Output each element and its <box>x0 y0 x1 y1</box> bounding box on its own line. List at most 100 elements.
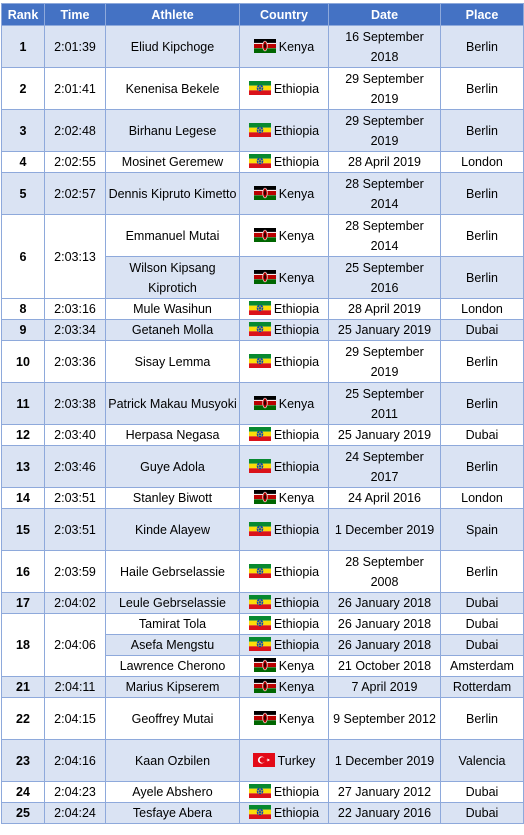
athlete-cell: Kinde Alayew <box>105 508 240 551</box>
header-date: Date <box>328 3 441 26</box>
place-cell: Valencia <box>440 739 524 782</box>
date-cell: 16 September 2018 <box>328 25 441 68</box>
country-cell: Kenya <box>239 382 329 425</box>
athlete-cell: Tamirat Tola <box>105 613 240 635</box>
date-cell: 29 September 2019 <box>328 67 441 110</box>
athlete-cell: Haile Gebrselassie <box>105 550 240 593</box>
rank-cell: 12 <box>1 424 45 446</box>
country-cell: Ethiopia <box>239 319 329 341</box>
athlete-cell: Leule Gebrselassie <box>105 592 240 614</box>
place-cell: Dubai <box>440 781 524 803</box>
rank-cell: 22 <box>1 697 45 740</box>
rank-cell: 25 <box>1 802 45 824</box>
ethiopia-flag-icon <box>248 458 271 473</box>
time-cell: 2:04:23 <box>44 781 106 803</box>
header-row: Rank Time Athlete Country Date Place <box>1 3 524 26</box>
athlete-cell: Kenenisa Bekele <box>105 67 240 110</box>
country-cell: Kenya <box>239 655 329 677</box>
header-rank: Rank <box>1 3 45 26</box>
date-cell: 28 April 2019 <box>328 151 441 173</box>
place-cell: Berlin <box>440 445 524 488</box>
date-cell: 7 April 2019 <box>328 676 441 698</box>
rank-cell: 10 <box>1 340 45 383</box>
athlete-cell: Dennis Kipruto Kimetto <box>105 172 240 215</box>
table-row: 12 2:03:40 Herpasa Negasa Ethiopia 25 Januar… <box>1 424 524 446</box>
header-place: Place <box>440 3 524 26</box>
time-cell: 2:04:15 <box>44 697 106 740</box>
rank-cell: 11 <box>1 382 45 425</box>
place-cell: Spain <box>440 508 524 551</box>
marathon-ranking-table: Rank Time Athlete Country Date Place 1 2:… <box>1 3 524 824</box>
rank-cell: 5 <box>1 172 45 215</box>
time-cell: 2:04:06 <box>44 613 106 677</box>
date-cell: 27 January 2012 <box>328 781 441 803</box>
ethiopia-flag-icon <box>248 80 271 95</box>
date-cell: 1 December 2019 <box>328 739 441 782</box>
rank-cell: 1 <box>1 25 45 68</box>
time-cell: 2:02:57 <box>44 172 106 215</box>
date-cell: 26 January 2018 <box>328 613 441 635</box>
table-row: 4 2:02:55 Mosinet Geremew Ethiopia 28 April … <box>1 151 524 173</box>
athlete-cell: Geoffrey Mutai <box>105 697 240 740</box>
date-cell: 24 September 2017 <box>328 445 441 488</box>
athlete-cell: Asefa Mengstu <box>105 634 240 656</box>
rank-cell: 23 <box>1 739 45 782</box>
rank-cell: 21 <box>1 676 45 698</box>
time-cell: 2:03:36 <box>44 340 106 383</box>
country-name: Kenya <box>278 659 315 673</box>
ethiopia-flag-icon <box>248 427 271 441</box>
athlete-cell: Eliud Kipchoge <box>105 25 240 68</box>
table-row: 21 2:04:11 Marius Kipserem Kenya 7 April 201… <box>1 676 524 698</box>
rank-cell: 17 <box>1 592 45 614</box>
country-name: Ethiopia <box>273 354 320 369</box>
table-row: 14 2:03:51 Stanley Biwott Kenya 24 April 201… <box>1 487 524 509</box>
country-name: Kenya <box>278 228 315 243</box>
time-cell: 2:01:39 <box>44 25 106 68</box>
kenya-flag-icon <box>253 710 276 725</box>
table-row: 8 2:03:16 Mule Wasihun Ethiopia 28 April 201… <box>1 298 524 320</box>
time-cell: 2:03:46 <box>44 445 106 488</box>
place-cell: Berlin <box>440 340 524 383</box>
date-cell: 25 January 2019 <box>328 424 441 446</box>
date-cell: 28 September 2014 <box>328 172 441 215</box>
table-row: 17 2:04:02 Leule Gebrselassie Ethiopia 26 Ja… <box>1 592 524 614</box>
place-cell: Berlin <box>440 172 524 215</box>
date-cell: 9 September 2012 <box>328 697 441 740</box>
date-cell: 24 April 2016 <box>328 487 441 509</box>
ethiopia-flag-icon <box>248 637 271 651</box>
rank-cell: 9 <box>1 319 45 341</box>
country-cell: Kenya <box>239 256 329 299</box>
date-cell: 22 January 2016 <box>328 802 441 824</box>
table-row: 15 2:03:51 Kinde Alayew Ethiopia 1 December … <box>1 508 524 551</box>
ethiopia-flag-icon <box>248 595 271 609</box>
country-name: Ethiopia <box>273 428 320 442</box>
country-cell: Ethiopia <box>239 592 329 614</box>
table-row: 23 2:04:16 Kaan Ozbilen Turkey 1 December 20… <box>1 739 524 782</box>
country-name: Ethiopia <box>273 459 320 474</box>
table-row: 22 2:04:15 Geoffrey Mutai Kenya 9 September … <box>1 697 524 740</box>
athlete-cell: Tesfaye Abera <box>105 802 240 824</box>
rank-cell: 24 <box>1 781 45 803</box>
country-name: Ethiopia <box>273 323 320 337</box>
table-row: 18 2:04:06 Tamirat Tola Ethiopia 26 January … <box>1 613 524 677</box>
place-cell: London <box>440 298 524 320</box>
kenya-flag-icon <box>253 185 276 200</box>
country-name: Kenya <box>278 491 315 505</box>
ethiopia-flag-icon <box>248 122 271 137</box>
country-cell: Ethiopia <box>239 109 329 152</box>
kenya-flag-icon <box>253 658 276 672</box>
athlete-cell: Getaneh Molla <box>105 319 240 341</box>
date-cell: 28 September 2014 <box>328 214 441 257</box>
date-cell: 29 September 2019 <box>328 109 441 152</box>
rank-cell: 8 <box>1 298 45 320</box>
place-cell: Dubai <box>440 592 524 614</box>
table-row: 25 2:04:24 Tesfaye Abera Ethiopia 22 January… <box>1 802 524 824</box>
rank-cell: 4 <box>1 151 45 173</box>
country-cell: Turkey <box>239 739 329 782</box>
kenya-flag-icon <box>253 269 276 284</box>
table-row: 3 2:02:48 Birhanu Legese Ethiopia 29 Septemb… <box>1 109 524 152</box>
ethiopia-flag-icon <box>248 563 271 578</box>
country-name: Kenya <box>278 711 315 726</box>
athlete-cell: Stanley Biwott <box>105 487 240 509</box>
rank-cell: 2 <box>1 67 45 110</box>
